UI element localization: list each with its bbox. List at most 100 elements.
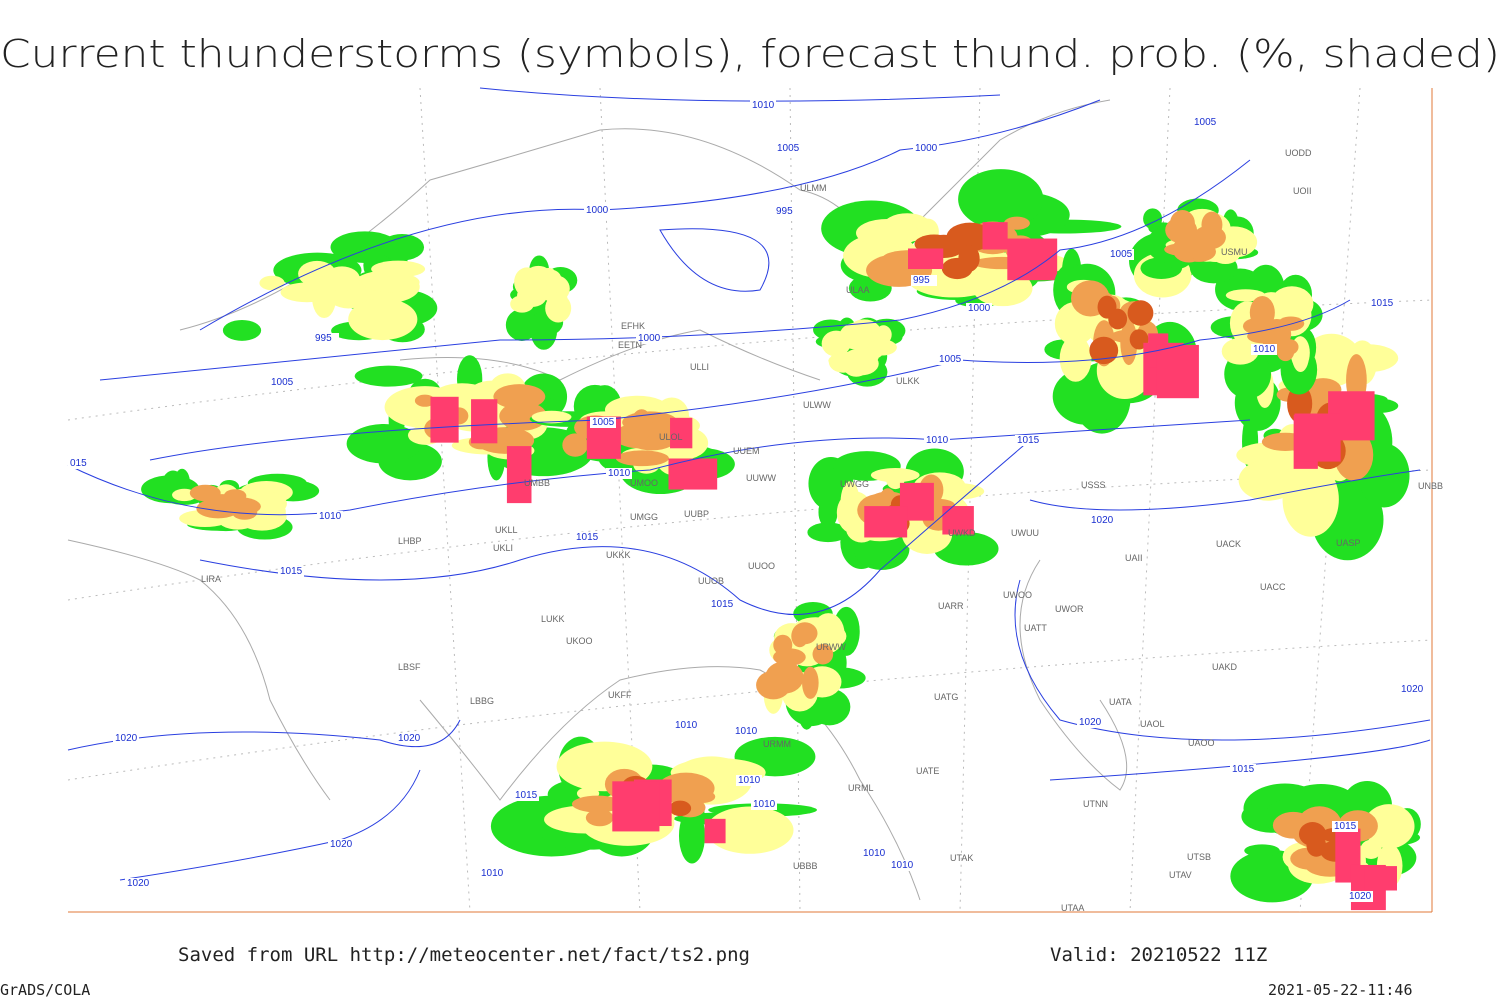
station-label: URML [848,783,874,793]
isobar-label-bg [924,435,950,446]
isobar-label-bg [911,275,937,286]
station-label: UAOO [1188,738,1215,748]
station-label: ULKK [896,376,920,386]
shade-blob [548,292,568,306]
station-label: LIRA [201,574,221,584]
coastline [67,99,1128,901]
station-label: UACK [1216,539,1241,549]
isobar-label-bg [889,860,915,871]
shade-blob [597,744,619,772]
station-label: UATA [1109,697,1132,707]
isobar [479,87,1001,102]
station-label: UUOB [698,576,724,586]
isobar-label: 995 [776,206,793,217]
shade-blob [1360,839,1382,859]
isobar-label: 1015 [515,790,538,801]
station-label: UATT [1024,623,1047,633]
shade-blob [1003,216,1030,230]
shade-blob [840,481,860,523]
shade-blob [812,644,834,665]
station-label: LUKK [541,614,565,624]
storm-symbol [612,781,660,832]
isobar-label-bg [328,839,354,850]
isobar-label: 1010 [608,468,631,479]
station-label: UAKD [1212,662,1238,672]
isobar-label: 1010 [891,860,914,871]
shade-blob [348,298,418,341]
shade-blob [946,222,994,252]
isobar-label-bg [736,775,762,786]
isobar-label-bg [636,333,662,344]
station-label: UTAK [950,853,973,863]
shade-blob [538,319,561,335]
station-label: ULWW [803,400,831,410]
shade-blob [802,666,819,699]
station-label: UWUU [1011,528,1039,538]
isobar-label: 1010 [926,435,949,446]
station-label: ULLI [690,362,709,372]
isobar-label-bg [1230,764,1256,775]
isobar-label: 995 [913,275,930,286]
isobar [149,299,1351,461]
station-label: EETN [618,340,642,350]
shade-blob [630,409,653,440]
shade-blob [615,450,669,467]
isobar [199,99,1101,331]
station-label: UAII [1125,553,1143,563]
isobar-label: 1015 [711,599,734,610]
station-label: UUWW [746,473,776,483]
isobar-label-bg [1251,344,1277,355]
isobar-label-bg [606,468,632,479]
storm-symbol [430,396,459,443]
storm-symbol [1156,344,1199,399]
station-label: UACC [1260,582,1286,592]
isobar-label-bg [1369,298,1395,309]
shade-blob [1287,384,1313,424]
storm-symbol [1007,238,1058,281]
shade-blob [818,496,838,529]
shade-blob [1282,462,1339,537]
station-label: UUBP [684,509,709,519]
isobar-label: 1010 [675,720,698,731]
isobar-label: 015 [70,458,87,469]
isobar-label-bg [313,333,339,344]
station-label: ULMM [800,183,827,193]
map-labels: 1010 1005 1000 1005 995 1000 995 1000 1005 1005 10… [68,100,1443,913]
station-label: UWGG [840,479,869,489]
station-label: UTAA [1061,903,1084,913]
station-label: URWW [816,642,846,652]
station-label: UWKD [948,528,976,538]
shade-blob [259,275,285,291]
shade-blob [253,506,280,528]
valid-time: Valid: 20210522 11Z [1050,944,1267,966]
station-label: UKLI [493,543,513,553]
shade-blob [505,308,538,341]
storm-symbol [506,446,532,504]
isobar-label: 1015 [280,566,303,577]
station-label: UMOO [630,478,658,488]
isobar-label-bg [269,377,295,388]
shade-blob [1249,295,1275,330]
isobar-label: 1010 [1253,344,1276,355]
isobar-label: 1020 [1091,515,1114,526]
isobar [67,419,1251,516]
isobar-label-bg [1015,435,1041,446]
station-label: UOII [1293,186,1312,196]
shade-blob [773,648,806,666]
storm-symbol [670,417,693,449]
station-label: UTNN [1083,799,1108,809]
isobar-label-bg [278,566,304,577]
shade-blob [867,339,897,356]
source-url: Saved from URL http://meteocenter.net/fa… [178,944,750,966]
storm-symbol [1364,866,1397,891]
shade-blob [856,218,919,248]
isobar [199,439,1031,615]
shade-blob [941,257,973,280]
station-label: EFHK [621,321,645,331]
shade-blob [706,806,794,854]
shade-blob [1201,211,1223,238]
station-label: ULAA [846,285,870,295]
storm-symbol [704,818,726,844]
isobar-label-bg [125,878,151,889]
